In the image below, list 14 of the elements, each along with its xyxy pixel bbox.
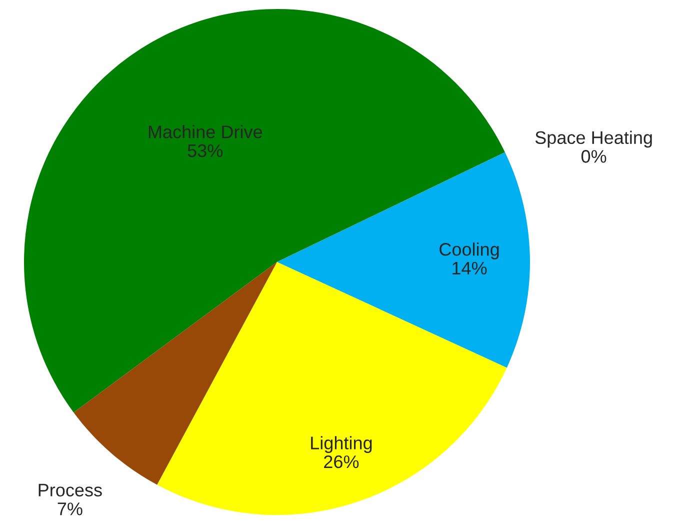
data-label: 26% (324, 455, 359, 468)
data-label: 14% (452, 262, 487, 274)
pie-slice (277, 152, 530, 368)
category-label: Space Heating (535, 130, 652, 148)
slice-label: Machine Drive (148, 125, 262, 138)
data-label: 53% (188, 144, 223, 158)
pie-slice (24, 9, 505, 412)
slice-label: Process (38, 484, 102, 496)
data-label: 7% (58, 502, 82, 516)
pie-slice (74, 262, 277, 485)
pie-slice (157, 262, 507, 515)
slice-label: Cooling (440, 242, 499, 260)
slice-label: Lighting (311, 436, 372, 453)
text: 0% (581, 150, 606, 163)
